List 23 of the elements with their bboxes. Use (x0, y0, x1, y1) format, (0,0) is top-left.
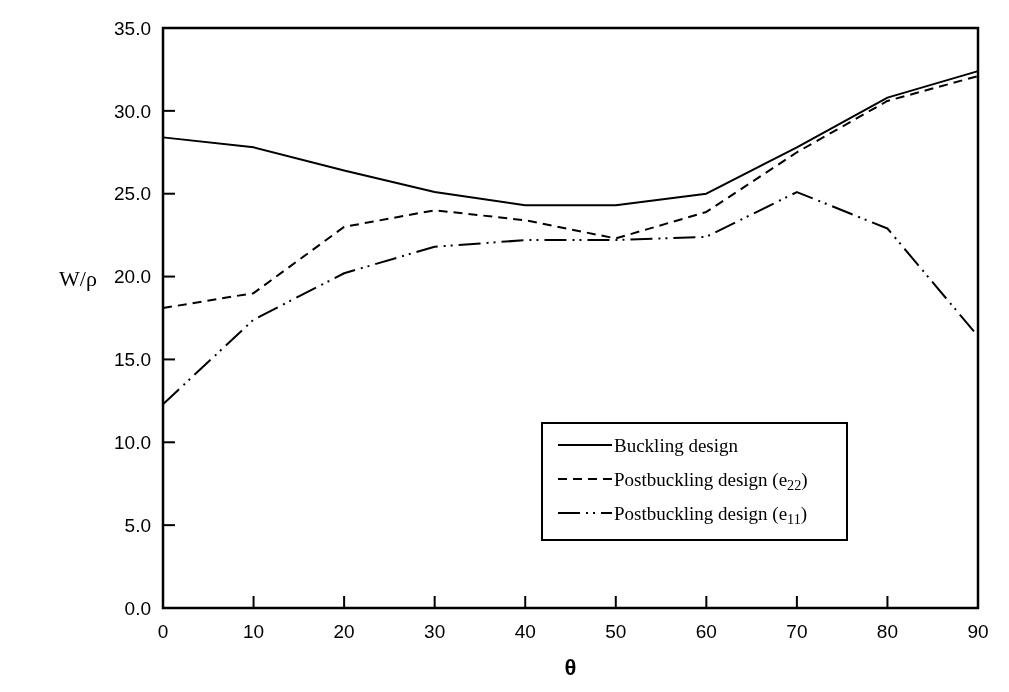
x-tick-label: 40 (514, 621, 536, 642)
x-tick-label: 50 (605, 621, 627, 642)
y-tick-label: 25.0 (114, 183, 151, 205)
x-tick-label: 80 (876, 621, 899, 642)
x-tick-label: 20 (333, 621, 355, 642)
y-tick-label: 5.0 (124, 514, 151, 536)
x-tick-label: 0 (157, 621, 169, 642)
y-tick-label: 10.0 (114, 431, 151, 453)
x-tick-label: 30 (424, 621, 446, 642)
legend-label: Postbuckling design (e$_{22}$) (614, 468, 808, 493)
legend-label: Postbuckling design (e$_{11}$) (614, 502, 808, 527)
y-tick-label: 0.0 (124, 597, 151, 619)
y-axis-title: W/ρ (59, 265, 97, 291)
x-tick-label: 70 (786, 621, 808, 642)
legend-label: Buckling design (614, 434, 739, 456)
y-tick-label: 15.0 (114, 349, 151, 371)
y-tick-label: 35.0 (114, 17, 151, 39)
y-tick-label: 20.0 (114, 266, 151, 288)
x-tick-label: 10 (242, 621, 265, 642)
x-axis-title: θ (564, 655, 577, 680)
x-tick-label: 90 (967, 621, 989, 642)
x-tick-label: 60 (695, 621, 717, 642)
y-tick-label: 30.0 (114, 100, 151, 122)
